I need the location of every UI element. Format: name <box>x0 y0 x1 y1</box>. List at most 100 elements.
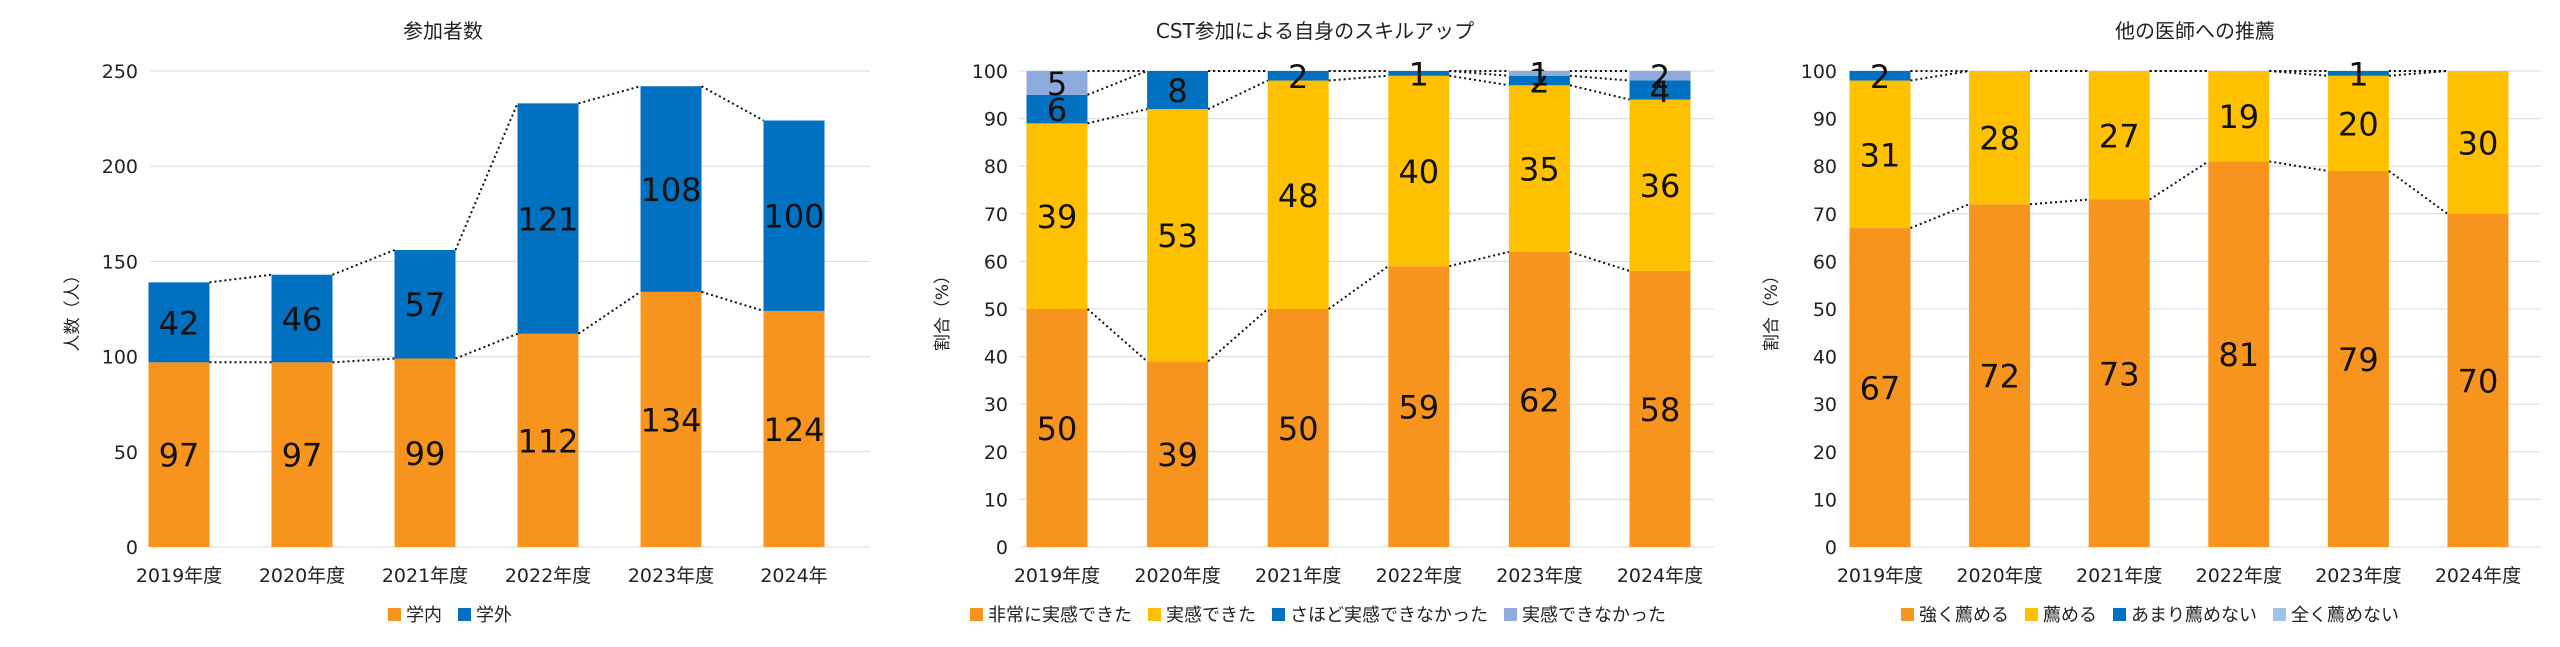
data-label: 97 <box>159 437 200 475</box>
data-label: 1 <box>1529 55 1549 93</box>
data-label: 58 <box>1640 391 1681 429</box>
connector-line <box>2030 198 2089 206</box>
legend-label: 学内 <box>406 605 442 626</box>
legend-swatch <box>458 608 471 621</box>
y-tick-label: 100 <box>102 347 138 369</box>
data-label: 79 <box>2338 341 2379 379</box>
bar-segment <box>1629 270 1691 547</box>
bar-segment <box>640 86 702 292</box>
chart-title: 参加者数 <box>403 19 483 43</box>
data-label: 35 <box>1519 151 1560 189</box>
y-tick-label: 70 <box>984 204 1008 226</box>
connector-line <box>1328 265 1389 310</box>
bar-segment <box>2088 199 2150 547</box>
bar-segment <box>1969 204 2031 547</box>
bar-segment <box>271 274 333 363</box>
data-label: 28 <box>1979 120 2020 158</box>
y-tick-label: 30 <box>984 394 1008 416</box>
legend-item: 実感できた <box>1148 605 1256 626</box>
bar-segment <box>1508 251 1570 547</box>
data-label: 40 <box>1398 153 1439 191</box>
data-label: 39 <box>1037 198 1078 236</box>
bar-segment <box>1267 80 1329 310</box>
chart-2: CST参加による自身のスキルアップ 0 10 20 30 40 50 60 70 80 90 100 割… <box>933 19 1714 626</box>
bar-segment <box>1508 75 1570 86</box>
connector-line <box>1569 74 1630 82</box>
y-tick-label: 200 <box>102 156 138 178</box>
y-tick-label: 0 <box>126 537 138 559</box>
x-tick-label: 2022年度 <box>505 565 591 587</box>
legend: 学内 学外 <box>388 605 512 626</box>
bar-segment <box>1147 109 1209 362</box>
x-tick-label: 2021年度 <box>382 565 468 587</box>
connector-line <box>2388 170 2449 215</box>
data-label: 20 <box>2338 105 2379 143</box>
bar-segment <box>148 362 210 547</box>
connector-line <box>1569 84 1630 101</box>
data-label: 2 <box>1650 58 1670 96</box>
y-tick-label: 250 <box>102 61 138 83</box>
x-tick-label: 2024年度 <box>1617 565 1703 587</box>
data-label: 81 <box>2218 336 2259 374</box>
data-label: 124 <box>763 411 824 449</box>
connector-line <box>2269 70 2328 77</box>
x-tick-label: 2024年度 <box>2435 565 2521 587</box>
bar-segment <box>1267 71 1329 81</box>
y-tick-label: 0 <box>996 537 1008 559</box>
y-tick-label: 0 <box>1825 537 1837 559</box>
bar-segment <box>517 333 579 547</box>
bar-segment <box>763 120 825 311</box>
y-axis-label: 割合（%） <box>933 267 953 351</box>
legend-label: 実感できなかった <box>1522 605 1666 626</box>
y-tick-label: 40 <box>984 347 1008 369</box>
y-tick-label: 60 <box>984 251 1008 273</box>
bar-segment <box>1267 309 1329 547</box>
data-label: 39 <box>1157 436 1198 474</box>
legend-item: 学内 <box>388 605 442 626</box>
connector-line <box>1087 70 1148 96</box>
connector-line <box>1087 108 1148 125</box>
y-tick-label: 10 <box>984 489 1008 511</box>
x-tick-label: 2019年度 <box>1837 565 1923 587</box>
bar-segment <box>1969 71 2031 205</box>
bar-segment <box>763 310 825 547</box>
bar-segment <box>517 103 579 334</box>
data-label: 4 <box>1650 72 1670 110</box>
bar-segment <box>2327 71 2389 76</box>
connector-line <box>1910 203 1970 230</box>
data-label: 50 <box>1037 410 1078 448</box>
bar-segment <box>2327 170 2389 547</box>
bar-segment <box>148 282 210 363</box>
bar-segment <box>2088 71 2150 200</box>
y-tick-label: 150 <box>102 251 138 273</box>
chart-1: 参加者数 0 50 100 150 200 250 人数（人） 97 42 2019年度 97 46 20… <box>63 19 870 626</box>
x-tick-label: 2023年度 <box>1496 565 1582 587</box>
connector-line <box>1449 250 1510 268</box>
legend-label: 学外 <box>476 605 512 626</box>
connector-line <box>1207 308 1269 363</box>
y-tick-label: 20 <box>1813 442 1837 464</box>
connector-line <box>1449 74 1510 87</box>
data-label: 70 <box>2458 362 2499 400</box>
bar-segment <box>1388 266 1450 547</box>
legend-label: あまり薦めない <box>2131 605 2257 626</box>
chart-title: CST参加による自身のスキルアップ <box>1156 19 1474 43</box>
bar-segment <box>1849 71 1911 81</box>
x-tick-label: 2019年度 <box>136 565 222 587</box>
y-tick-label: 90 <box>1813 109 1837 131</box>
bar-segment <box>1849 228 1911 547</box>
y-tick-label: 20 <box>984 442 1008 464</box>
y-tick-label: 100 <box>1801 61 1837 83</box>
data-label: 6 <box>1047 91 1067 129</box>
connector-line <box>332 249 395 276</box>
bar-segment <box>1388 71 1450 76</box>
legend-label: 全く薦めない <box>2291 605 2399 626</box>
data-label: 19 <box>2218 98 2259 136</box>
connector-line <box>2149 160 2209 201</box>
connector-line <box>209 273 272 284</box>
legend-item: 非常に実感できた <box>970 605 1132 626</box>
x-tick-label: 2024年 <box>760 565 827 587</box>
x-tick-label: 2019年度 <box>1014 565 1100 587</box>
legend-swatch <box>970 608 983 621</box>
